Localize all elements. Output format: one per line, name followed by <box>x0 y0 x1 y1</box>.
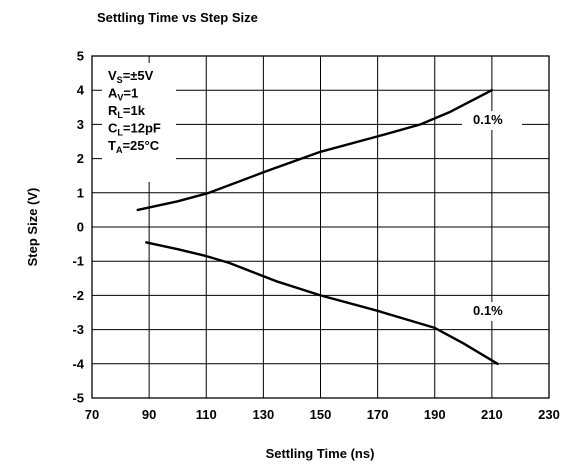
x-tick-label: 130 <box>253 407 275 422</box>
series-label-2: 0.1% <box>473 303 503 318</box>
y-tick-label: -5 <box>72 391 84 406</box>
y-tick-label: -1 <box>72 254 84 269</box>
series-label-1: 0.1% <box>473 112 503 127</box>
series-label-bg <box>462 302 522 321</box>
condition-text: VS=±5V <box>108 68 154 85</box>
y-tick-label: 2 <box>77 151 84 166</box>
x-tick-label: 170 <box>367 407 389 422</box>
x-tick-label: 230 <box>538 407 560 422</box>
y-tick-label: 4 <box>77 83 85 98</box>
y-tick-label: 0 <box>77 220 84 235</box>
condition-text: AV=1 <box>108 86 138 103</box>
condition-text: RL=1k <box>108 103 146 120</box>
grid <box>92 56 549 398</box>
condition-text: TA=25°C <box>108 138 160 155</box>
x-axis-label: Settling Time (ns) <box>266 446 375 461</box>
series-line-1 <box>136 89 494 212</box>
condition-text: CL=12pF <box>108 121 161 138</box>
x-tick-label: 190 <box>424 407 446 422</box>
y-tick-label: -2 <box>72 288 84 303</box>
x-tick-label: 150 <box>310 407 332 422</box>
series-lines <box>136 89 499 365</box>
series-line-2 <box>145 241 499 365</box>
y-tick-label: -3 <box>72 322 84 337</box>
x-tick-label: 110 <box>196 407 217 422</box>
y-tick-label: 5 <box>77 49 84 64</box>
x-tick-label: 90 <box>142 407 156 422</box>
y-tick-label: 3 <box>77 117 84 132</box>
x-tick-label: 210 <box>481 407 503 422</box>
chart-title: Settling Time vs Step Size <box>97 10 258 25</box>
series-label-bg <box>462 111 522 130</box>
y-tick-label: -4 <box>72 356 84 371</box>
tick-labels: 70 90 110 130 150 170 190 210 230543210-1-2-3-4-… <box>72 49 559 423</box>
conditions-box <box>102 63 176 182</box>
y-tick-label: 1 <box>77 185 84 200</box>
x-tick-label: 70 <box>85 407 99 422</box>
plot-frame <box>91 55 550 399</box>
y-axis-label: Step Size (V) <box>25 188 40 267</box>
